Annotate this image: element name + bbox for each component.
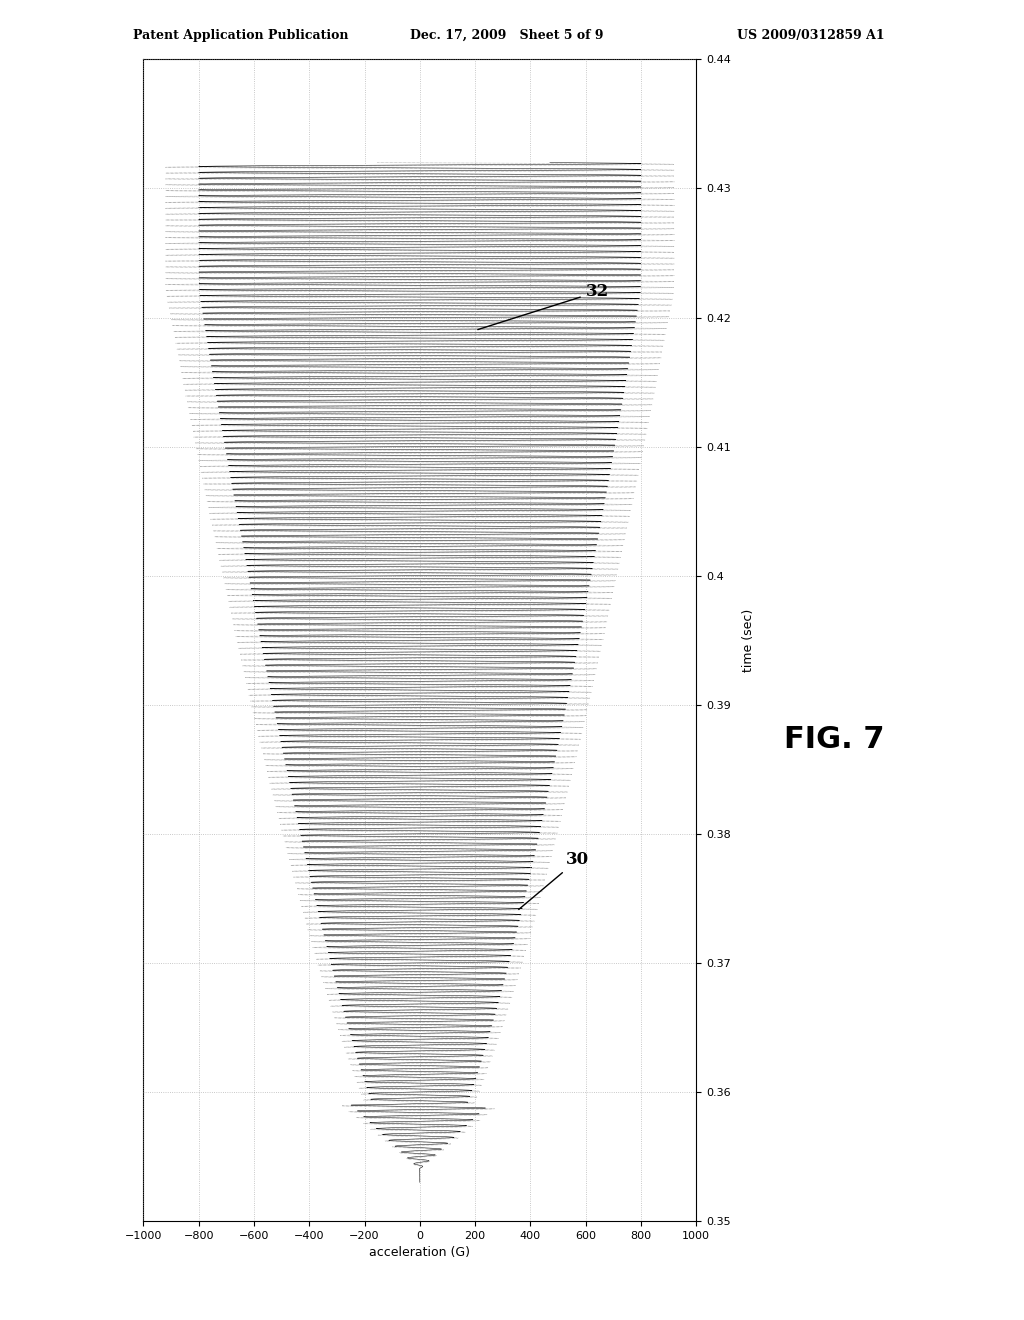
- Text: 32: 32: [478, 284, 609, 330]
- X-axis label: acceleration (G): acceleration (G): [370, 1246, 470, 1259]
- Text: 30: 30: [519, 851, 590, 909]
- Text: US 2009/0312859 A1: US 2009/0312859 A1: [737, 29, 885, 42]
- Text: Dec. 17, 2009   Sheet 5 of 9: Dec. 17, 2009 Sheet 5 of 9: [410, 29, 603, 42]
- Text: FIG. 7: FIG. 7: [784, 725, 885, 754]
- Text: Patent Application Publication: Patent Application Publication: [133, 29, 348, 42]
- Y-axis label: time (sec): time (sec): [742, 609, 755, 672]
